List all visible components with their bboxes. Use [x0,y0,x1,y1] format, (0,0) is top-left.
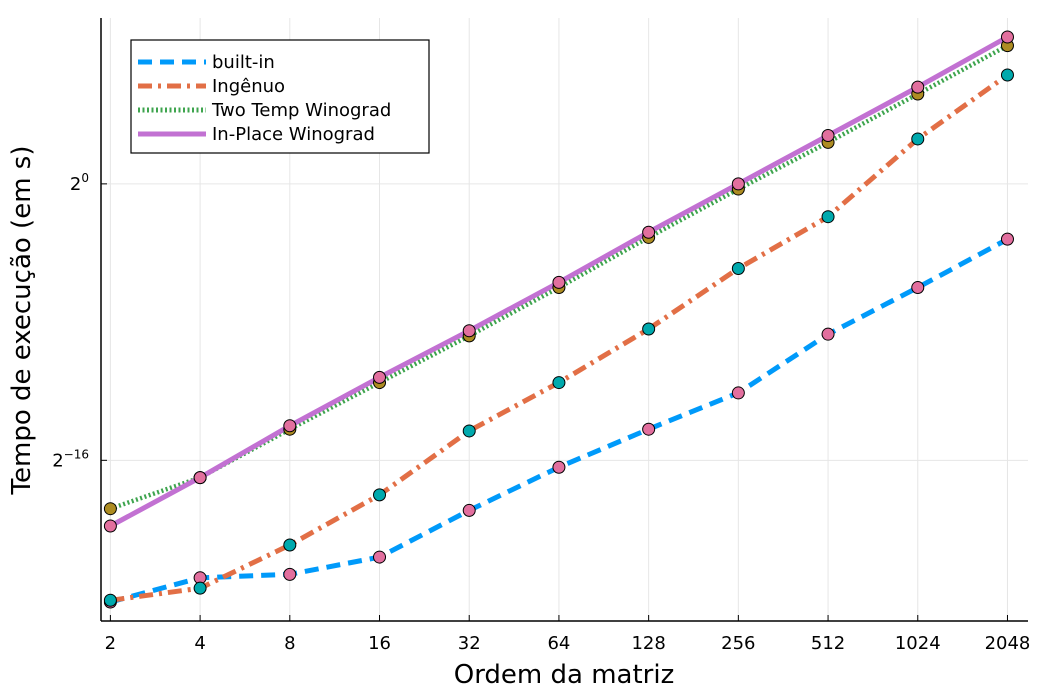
y-tick-base: 2 [52,450,63,471]
data-point [552,275,566,289]
data-point [103,502,117,516]
data-point [373,488,387,502]
data-point [552,460,566,474]
x-tick-label: 2 [105,633,116,654]
data-point [373,550,387,564]
axes-frame [100,18,1028,622]
x-tick-label: 64 [547,633,570,654]
legend-label: built-in [212,52,275,73]
data-point [731,177,745,191]
data-point [911,132,925,146]
data-point [283,419,297,433]
legend-label: Two Temp Winograd [211,100,391,121]
x-axis-ticks: 2 4 8 16 32 64 128 256 512 1024 2048 [105,615,1031,654]
x-tick-label: 16 [368,633,391,654]
y-tick-label: 20 [70,171,89,195]
data-point [911,281,925,295]
data-point [103,519,117,533]
data-point [193,471,207,485]
data-point [821,327,835,341]
x-tick-label: 256 [721,633,755,654]
data-point [283,538,297,552]
data-point [283,567,297,581]
data-point [373,370,387,384]
data-point [103,593,117,607]
data-point [821,128,835,142]
x-tick-label: 4 [194,633,205,654]
data-point [462,503,476,517]
y-tick-label: 2−16 [52,447,89,471]
legend-label: Ingênuo [212,76,285,97]
y-tick-exponent: 0 [81,171,89,185]
x-tick-label: 8 [284,633,295,654]
x-tick-label: 2048 [985,633,1031,654]
y-tick-base: 2 [70,174,81,195]
legend: built-in Ingênuo Two Temp Winograd In-Place… [130,39,430,154]
data-point [462,424,476,438]
data-point [1000,232,1014,246]
data-point [642,322,656,336]
x-tick-label: 1024 [895,633,941,654]
x-axis-label: Ordem da matriz [454,660,675,687]
y-axis-label: Tempo de execução (em s) [7,146,37,496]
data-point [911,80,925,94]
data-point [462,324,476,338]
data-point [193,581,207,595]
x-tick-label: 512 [811,633,845,654]
legend-label: In-Place Winograd [212,124,375,145]
y-axis-ticks: 202−16 [52,171,107,471]
data-point [1000,30,1014,44]
y-tick-exponent: −16 [64,447,89,461]
x-tick-label: 32 [458,633,481,654]
data-point [552,376,566,390]
data-point [731,386,745,400]
data-markers [103,30,1014,609]
x-tick-label: 128 [631,633,665,654]
data-point [642,225,656,239]
data-point [731,262,745,276]
data-point [821,210,835,224]
data-point [642,422,656,436]
data-point [1000,68,1014,82]
